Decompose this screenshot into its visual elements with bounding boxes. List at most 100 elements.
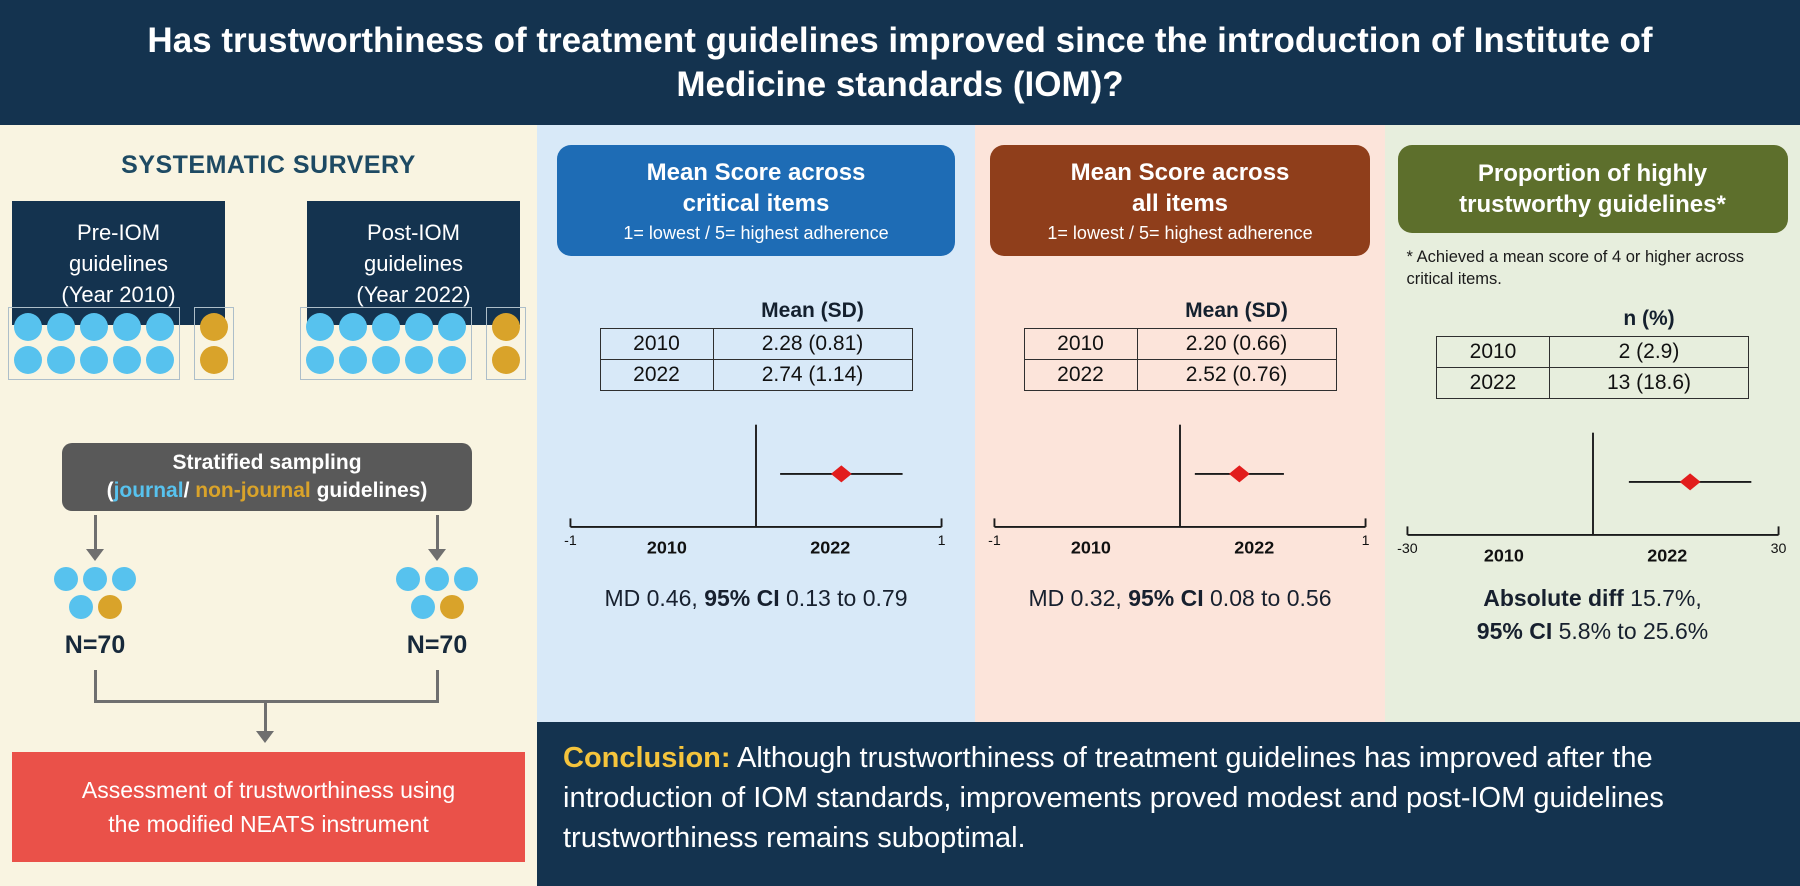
sample-size-left: N=70: [64, 631, 126, 659]
year-cell: 2022: [599, 359, 714, 391]
column-title: Mean Score across: [1070, 159, 1290, 186]
year-left-label: 2010: [647, 537, 687, 557]
year-cell: 2022: [1023, 359, 1138, 391]
survey-heading: SYSTEMATIC SURVERY: [121, 151, 416, 179]
journal-dot: [438, 313, 466, 341]
value-cell: 2.52 (0.76): [1136, 359, 1337, 391]
arrow-down-icon: [256, 731, 274, 743]
column-title: Mean Score across: [646, 159, 866, 186]
page-title-line1: Has trustworthiness of treatment guideli…: [147, 20, 1653, 60]
nonjournal-dot: [439, 595, 464, 619]
journal-dot: [405, 346, 433, 374]
journal-dot: [454, 567, 478, 591]
ci-result: 95% CI 5.8% to 25.6%: [1476, 618, 1709, 644]
assessment-line: the modified NEATS instrument: [108, 811, 429, 837]
pre-iom-line: guidelines: [68, 250, 169, 276]
forest-plot-all: -1 1 2010 2022: [988, 424, 1370, 557]
post-iom-box: Post-IOM guidelines (Year 2022): [307, 201, 520, 325]
mean-sd-table-all: Mean (SD) 2010 2.20 (0.66) 2022 2.52 (0.76…: [1023, 296, 1337, 391]
absolute-diff-result: Absolute diff 15.7%,: [1483, 585, 1702, 611]
post-nonjournal-dots: [486, 307, 526, 380]
table-row: 2010 2.20 (0.66): [1023, 328, 1337, 360]
year-cell: 2010: [1023, 328, 1138, 360]
year-right-label: 2022: [810, 537, 850, 557]
journal-dot: [47, 346, 75, 374]
year-left-label: 2010: [1071, 537, 1111, 557]
year-right-label: 2022: [1647, 545, 1687, 565]
sample-size-right: N=70: [406, 631, 468, 659]
point-estimate-diamond: [1228, 465, 1250, 483]
stratified-sampling-box: Stratified sampling (journal/ non-journa…: [62, 443, 472, 511]
forest-plot-proportion: -30 30 2010 2022: [1397, 432, 1786, 565]
n-percent-table: n (%) 2010 2 (2.9) 2022 13 (18.6): [1436, 304, 1749, 399]
journal-dot: [14, 313, 42, 341]
methods-panel: SYSTEMATIC SURVERY Pre-IOM guidelines (Y…: [0, 125, 537, 886]
post-journal-dots: [300, 307, 472, 380]
nonjournal-dot: [200, 313, 228, 341]
post-iom-line: (Year 2022): [356, 281, 471, 307]
all-items-header: Mean Score across all items 1= lowest / …: [990, 145, 1370, 256]
table-header: Mean (SD): [1185, 299, 1288, 322]
column-title: critical items: [682, 190, 830, 217]
conclusion-text: Although trustworthiness of treatment gu…: [563, 742, 1664, 854]
connector-line: [94, 700, 439, 703]
pre-iom-line: (Year 2010): [61, 281, 176, 307]
table-row: 2022 13 (18.6): [1436, 367, 1749, 399]
column-title: Proportion of highly: [1477, 160, 1708, 187]
arrow-line: [94, 515, 97, 551]
post-iom-line: Post-IOM: [367, 219, 460, 245]
journal-dot: [146, 346, 174, 374]
journal-dot: [306, 346, 334, 374]
journal-dot: [405, 313, 433, 341]
md-result-critical: MD 0.46, 95% CI 0.13 to 0.79: [604, 585, 908, 611]
year-right-label: 2022: [1234, 537, 1274, 557]
axis-min-label: -1: [564, 533, 577, 549]
journal-dot: [146, 313, 174, 341]
arrow-down-icon: [86, 549, 104, 561]
stratified-line2: (journal/ non-journal guidelines): [106, 479, 428, 502]
journal-dot: [339, 313, 367, 341]
asterisk-footnote: * Achieved a mean score of 4 or higher a…: [1406, 248, 1745, 288]
table-row: 2010 2.28 (0.81): [599, 328, 913, 360]
journal-dot: [113, 346, 141, 374]
journal-dot: [372, 346, 400, 374]
journal-dot: [396, 567, 420, 591]
proportion-header: Proportion of highly trustworthy guideli…: [1397, 145, 1788, 233]
journal-dot: [80, 313, 108, 341]
arrow-line: [436, 515, 439, 551]
point-estimate-diamond: [830, 465, 852, 483]
conclusion-box: Conclusion: Although trustworthiness of …: [537, 722, 1800, 886]
year-cell: 2022: [1436, 367, 1550, 399]
pre-iom-line: Pre-IOM: [76, 219, 161, 245]
forest-plot-critical: -1 1 2010 2022: [564, 424, 946, 557]
value-cell: 2.28 (0.81): [712, 328, 913, 360]
year-cell: 2010: [1436, 336, 1550, 368]
post-iom-line: guidelines: [363, 250, 464, 276]
connector-line: [94, 670, 97, 702]
pre-nonjournal-dots: [194, 307, 234, 380]
journal-dot: [438, 346, 466, 374]
table-row: 2010 2 (2.9): [1436, 336, 1749, 368]
journal-dot: [54, 567, 78, 591]
value-cell: 2.20 (0.66): [1136, 328, 1337, 360]
journal-dot: [112, 567, 136, 591]
column-title: trustworthy guidelines*: [1459, 191, 1726, 218]
journal-dot: [306, 313, 334, 341]
mean-sd-table-critical: Mean (SD) 2010 2.28 (0.81) 2022 2.74 (1.14…: [599, 296, 913, 391]
arrow-down-icon: [428, 549, 446, 561]
sample-right-dots: [394, 567, 480, 619]
value-cell: 2.74 (1.14): [712, 359, 913, 391]
column-title: all items: [1131, 190, 1229, 217]
assessment-line: Assessment of trustworthiness using: [81, 777, 456, 803]
table-row: 2022 2.74 (1.14): [599, 359, 913, 391]
table-header: n (%): [1623, 307, 1675, 330]
column-subtitle: 1= lowest / 5= highest adherence: [623, 223, 889, 243]
journal-dot: [372, 313, 400, 341]
critical-items-header: Mean Score across critical items 1= lowe…: [557, 145, 955, 256]
stratified-line1: Stratified sampling: [172, 451, 362, 474]
journal-dot: [80, 346, 108, 374]
axis-max-label: 1: [1362, 533, 1370, 549]
axis-max-label: 1: [938, 533, 946, 549]
md-result-all: MD 0.32, 95% CI 0.08 to 0.56: [1028, 585, 1332, 611]
nonjournal-dot: [492, 346, 520, 374]
